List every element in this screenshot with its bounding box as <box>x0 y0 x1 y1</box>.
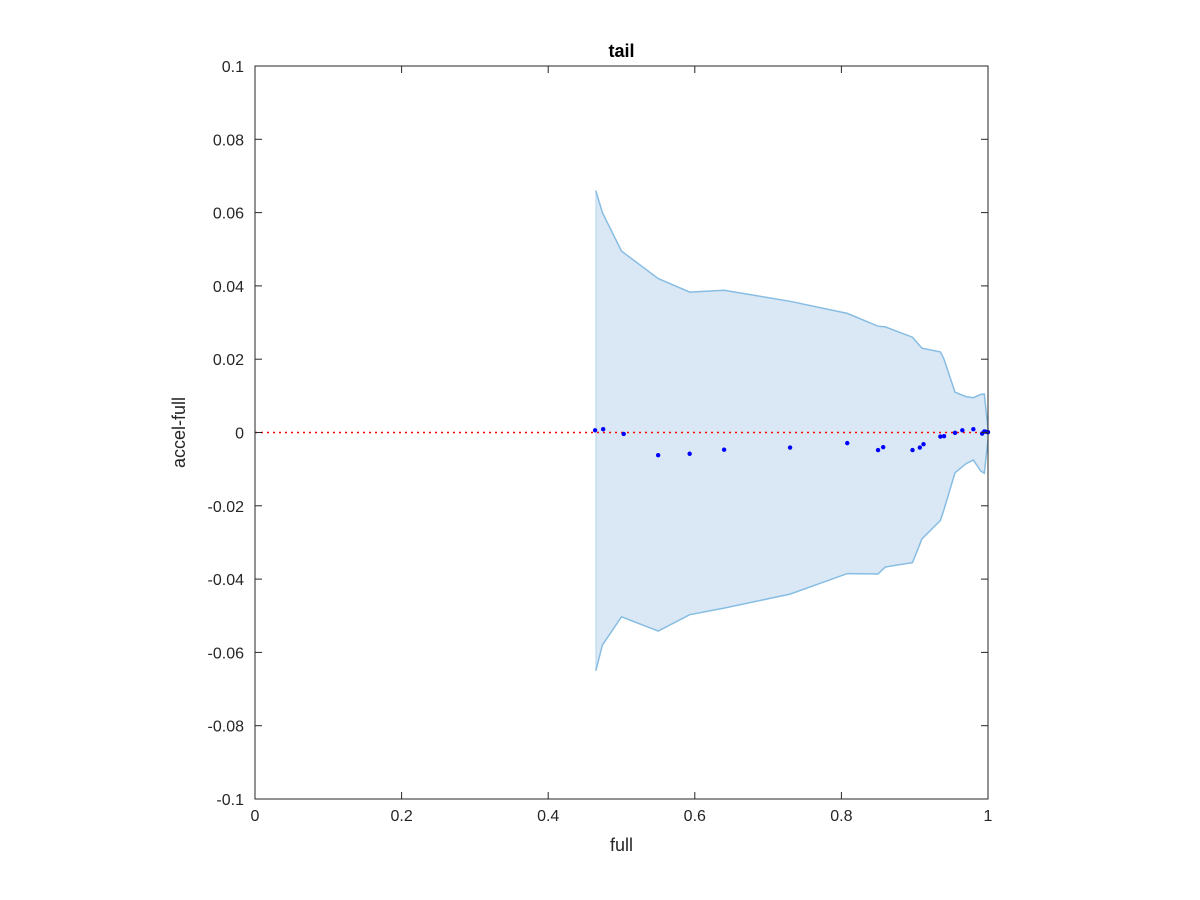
data-point <box>787 445 793 450</box>
band-lower-edge <box>595 439 989 671</box>
y-tick-label: -0.08 <box>208 719 245 736</box>
x-axis-ticks: 0 0.2 0.4 0.6 0.8 1 <box>251 66 993 825</box>
y-tick-label: 0.04 <box>213 279 244 296</box>
x-tick-label: 1 <box>984 808 993 825</box>
x-tick-label: 0.4 <box>537 808 559 825</box>
chart-title: tail <box>608 41 634 61</box>
data-point <box>655 453 661 458</box>
confidence-band <box>595 190 989 671</box>
data-point <box>971 427 976 432</box>
data-point <box>921 442 926 447</box>
y-axis-label: accel-full <box>169 397 189 468</box>
data-point <box>875 447 881 453</box>
data-point <box>960 428 965 433</box>
data-point <box>880 444 886 450</box>
data-point <box>952 430 958 436</box>
data-points <box>592 427 991 458</box>
x-tick-label: 0.2 <box>390 808 412 825</box>
data-point <box>721 447 727 452</box>
y-tick-label: 0.02 <box>213 352 244 369</box>
data-point <box>917 445 923 450</box>
y-tick-label: 0.06 <box>213 206 244 223</box>
band-fill <box>595 190 988 671</box>
data-point <box>845 440 850 446</box>
y-tick-label: 0.08 <box>213 132 244 149</box>
band-upper-edge <box>595 190 989 429</box>
data-point <box>592 428 598 433</box>
x-tick-label: 0 <box>251 808 260 825</box>
x-axis-label: full <box>610 835 633 855</box>
data-point <box>941 433 947 439</box>
data-point <box>938 434 943 439</box>
x-tick-label: 0.6 <box>684 808 706 825</box>
data-point <box>621 431 626 437</box>
data-point <box>910 447 915 453</box>
y-tick-label: -0.04 <box>208 572 245 589</box>
y-tick-label: 0 <box>235 426 244 443</box>
y-tick-label: -0.1 <box>216 792 244 809</box>
y-axis-ticks: 0.1 0.08 0.06 0.04 0.02 0 -0.02 -0.04 -0.06 -0.08… <box>208 59 988 809</box>
data-point <box>687 451 692 456</box>
x-tick-label: 0.8 <box>830 808 852 825</box>
data-point <box>600 427 606 432</box>
y-tick-label: -0.06 <box>208 645 245 662</box>
y-tick-label: 0.1 <box>222 59 244 76</box>
y-tick-label: -0.02 <box>208 499 245 516</box>
